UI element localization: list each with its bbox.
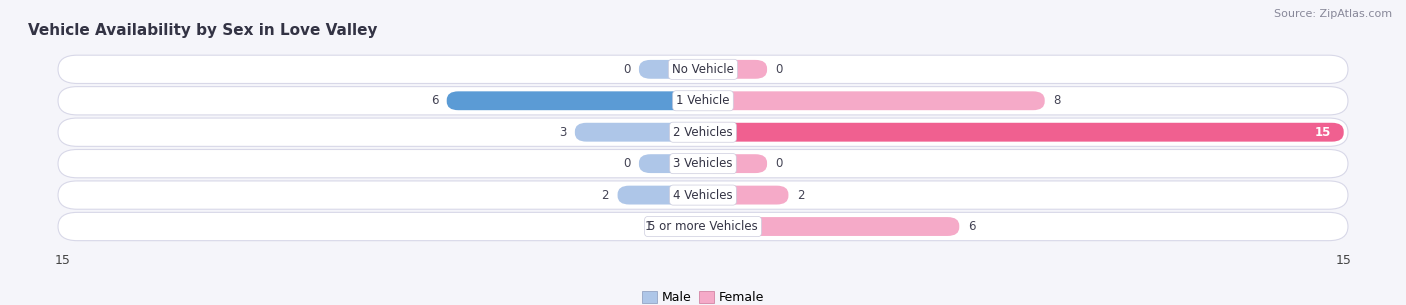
- Text: 15: 15: [1315, 126, 1331, 139]
- Text: 1 Vehicle: 1 Vehicle: [676, 94, 730, 107]
- Text: 3 Vehicles: 3 Vehicles: [673, 157, 733, 170]
- Text: 1: 1: [644, 220, 652, 233]
- Text: 3: 3: [560, 126, 567, 139]
- Text: 0: 0: [623, 157, 630, 170]
- Text: 6: 6: [430, 94, 439, 107]
- FancyBboxPatch shape: [575, 123, 703, 142]
- FancyBboxPatch shape: [703, 154, 768, 173]
- FancyBboxPatch shape: [447, 91, 703, 110]
- FancyBboxPatch shape: [58, 181, 1348, 209]
- Text: 5 or more Vehicles: 5 or more Vehicles: [648, 220, 758, 233]
- Text: 0: 0: [776, 157, 783, 170]
- FancyBboxPatch shape: [703, 123, 1344, 142]
- Text: 8: 8: [1053, 94, 1060, 107]
- FancyBboxPatch shape: [58, 118, 1348, 146]
- FancyBboxPatch shape: [703, 60, 768, 79]
- Text: 2: 2: [602, 188, 609, 202]
- Text: Source: ZipAtlas.com: Source: ZipAtlas.com: [1274, 9, 1392, 19]
- Text: No Vehicle: No Vehicle: [672, 63, 734, 76]
- FancyBboxPatch shape: [703, 186, 789, 205]
- FancyBboxPatch shape: [703, 217, 959, 236]
- FancyBboxPatch shape: [703, 91, 1045, 110]
- Text: 2: 2: [797, 188, 804, 202]
- FancyBboxPatch shape: [58, 212, 1348, 241]
- Text: 0: 0: [776, 63, 783, 76]
- FancyBboxPatch shape: [638, 154, 703, 173]
- FancyBboxPatch shape: [58, 55, 1348, 84]
- FancyBboxPatch shape: [58, 149, 1348, 178]
- Legend: Male, Female: Male, Female: [637, 286, 769, 305]
- FancyBboxPatch shape: [638, 60, 703, 79]
- Text: 0: 0: [623, 63, 630, 76]
- Text: 2 Vehicles: 2 Vehicles: [673, 126, 733, 139]
- FancyBboxPatch shape: [58, 87, 1348, 115]
- Text: 6: 6: [967, 220, 976, 233]
- FancyBboxPatch shape: [661, 217, 703, 236]
- Text: 4 Vehicles: 4 Vehicles: [673, 188, 733, 202]
- FancyBboxPatch shape: [617, 186, 703, 205]
- Text: Vehicle Availability by Sex in Love Valley: Vehicle Availability by Sex in Love Vall…: [28, 23, 378, 38]
